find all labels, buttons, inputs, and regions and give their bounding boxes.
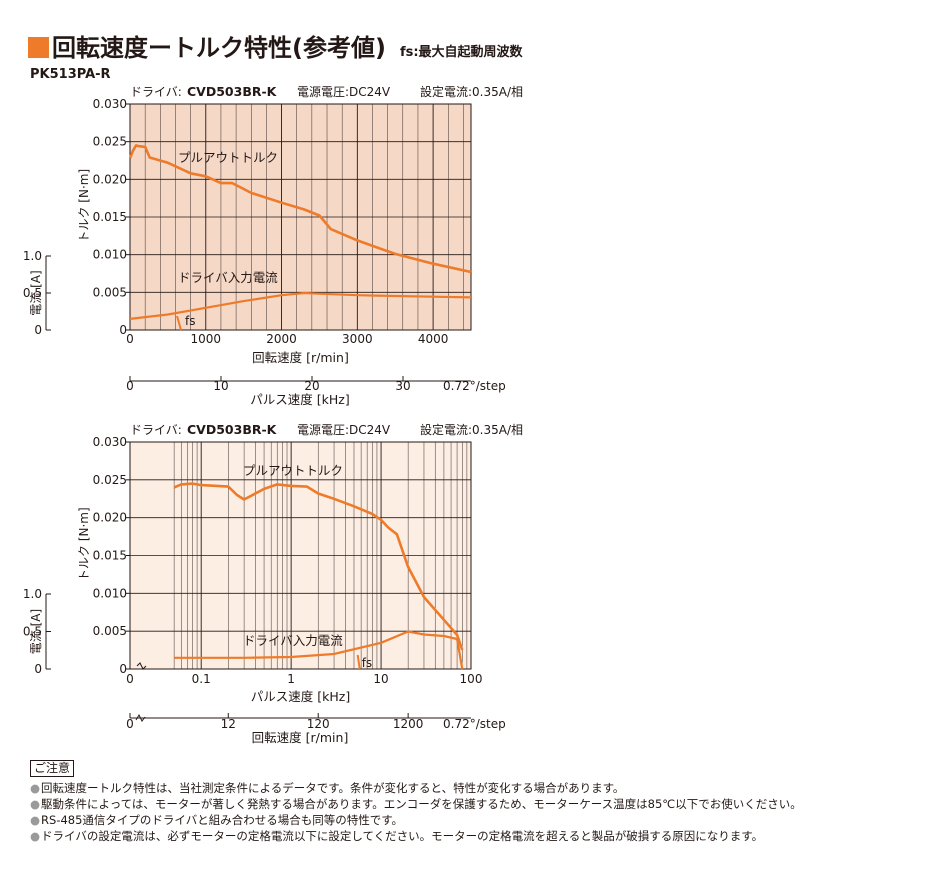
y-tick-label: 0.015 (93, 549, 127, 563)
x-tick-label: 1 (287, 672, 295, 686)
x2-tick-label: 12 (221, 717, 236, 731)
condition-driver-model: CVD503BR-K (187, 84, 278, 99)
y-tick-label: 0.030 (93, 435, 127, 449)
y2-tick-label: 0 (34, 662, 42, 676)
y2-axis-label: 電流 [A] (29, 270, 43, 315)
driver-current-label: ドライバ入力電流 (178, 270, 278, 285)
x2-tick-label: 120 (307, 717, 330, 731)
x2-tick-label: 30 (395, 379, 410, 393)
y2-tick-label: 0.5 (23, 286, 42, 300)
note-item: 回転速度ートルク特性は、当社測定条件によるデータです。条件が変化すると、特性が変… (30, 780, 802, 796)
x-tick-label: 2000 (266, 332, 297, 346)
y-tick-label: 0.005 (93, 624, 127, 638)
condition-current: 設定電流:0.35A/相 (420, 422, 523, 437)
y2-axis-label: 電流 [A] (29, 609, 43, 654)
notes-list: 回転速度ートルク特性は、当社測定条件によるデータです。条件が変化すると、特性が変… (30, 780, 802, 844)
x-tick-label: 100 (460, 672, 483, 686)
fs-label: fs (185, 314, 195, 328)
y-tick-label: 0.030 (93, 97, 127, 111)
x2-tick-label: 0 (126, 717, 134, 731)
y-tick-label: 0.025 (93, 135, 127, 149)
y-tick-label: 0.020 (93, 511, 127, 525)
fs-marker (356, 654, 361, 670)
x-tick-label: 0.1 (192, 672, 211, 686)
y2-tick-label: 1.0 (23, 249, 42, 263)
pullout-torque-line (173, 482, 464, 651)
driver-current-line (174, 630, 464, 670)
model-name: PK513PA-R (30, 67, 111, 82)
x2-tick-label: 10 (213, 379, 228, 393)
y2-tick-label: 0.5 (23, 625, 42, 639)
notes-heading: ご注意 (30, 760, 75, 777)
condition-driver-label: ドライバ: (130, 423, 182, 437)
pullout-torque-line (128, 144, 472, 274)
condition-voltage: 電源電圧:DC24V (297, 85, 391, 99)
y-tick-label: 0.025 (93, 473, 127, 487)
x2-axis-label: 回転速度 [r/min] (252, 730, 349, 745)
x2-tick-label: 1200 (393, 717, 424, 731)
orange-square-icon (28, 37, 49, 58)
fs-marker (176, 315, 182, 331)
y-tick-label: 0.020 (93, 172, 127, 186)
pullout-torque-label: プルアウトトルク (178, 150, 278, 165)
x2-axis-label: パルス速度 [kHz] (250, 392, 349, 407)
y-axis-label: トルク [N·m] (77, 507, 91, 581)
note-item: RS-485通信タイプのドライバと組み合わせる場合も同等の特性です。 (30, 812, 802, 828)
x2-tick-label: 20 (304, 379, 319, 393)
y-tick-label: 0 (119, 662, 127, 676)
x-tick-label: 10 (373, 672, 388, 686)
page-subtitle: fs:最大自起動周波数 (399, 45, 523, 60)
x-axis-label: 回転速度 [r/min] (252, 350, 349, 365)
condition-voltage: 電源電圧:DC24V (297, 423, 391, 437)
condition-current: 設定電流:0.35A/相 (420, 84, 523, 99)
condition-driver-label: ドライバ: (130, 85, 182, 99)
y2-tick-label: 0 (34, 323, 42, 337)
x2-tick-label: 0 (126, 379, 134, 393)
y-tick-label: 0.010 (93, 586, 127, 600)
fs-label: fs (362, 656, 372, 670)
axis-break-icon (135, 713, 146, 722)
y-tick-label: 0.010 (93, 248, 127, 262)
x-tick-label: 3000 (342, 332, 373, 346)
x2-end-label: 0.72°/step (443, 717, 506, 731)
driver-current-line (129, 291, 472, 320)
x2-end-label: 0.72°/step (443, 379, 506, 393)
x-axis-label: パルス速度 [kHz] (251, 689, 350, 704)
y-tick-label: 0 (119, 323, 127, 337)
charts-canvas: ドライバ: CVD503BR-K 電源電圧:DC24V 設定電流:0.35A/相 0 0.… (23, 84, 523, 745)
note-item: ドライバの設定電流は、必ずモーターの定格電流以下に設定してください。モーターの定… (30, 828, 802, 844)
driver-current-label: ドライバ入力電流 (243, 633, 343, 648)
condition-driver-model: CVD503BR-K (187, 422, 278, 437)
page-title: 回転速度ートルク特性(参考値) (52, 34, 386, 62)
y-axis-label: トルク [N·m] (77, 169, 91, 243)
note-item: 駆動条件によっては、モーターが著しく発熱する場合があります。エンコーダを保護する… (30, 796, 802, 812)
y-tick-label: 0.015 (93, 210, 127, 224)
x-tick-label: 0 (126, 332, 134, 346)
y2-tick-label: 1.0 (23, 587, 42, 601)
page-heading: 回転速度ートルク特性(参考値) fs:最大自起動周波数 (28, 28, 523, 62)
x-tick-label: 4000 (418, 332, 449, 346)
axis-break-icon (136, 662, 147, 670)
x-tick-label: 1000 (191, 332, 222, 346)
x-tick-label: 0 (126, 672, 134, 686)
y-tick-label: 0.005 (93, 285, 127, 299)
pullout-torque-label: プルアウトトルク (243, 463, 343, 478)
